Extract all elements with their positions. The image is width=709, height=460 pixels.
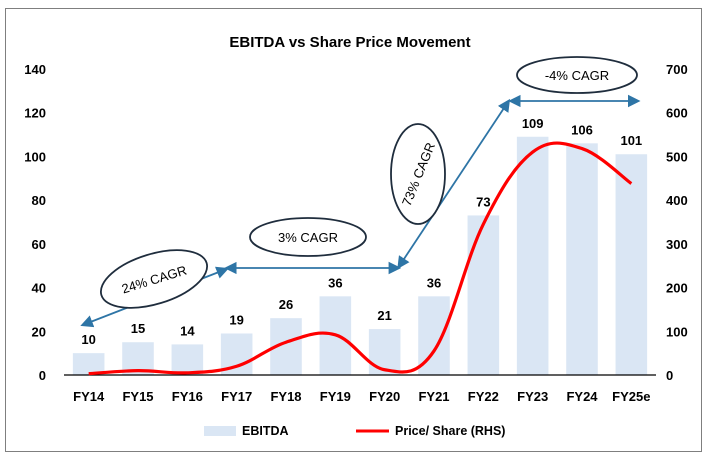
x-tick-label: FY19 <box>320 389 351 404</box>
cagr-arrow <box>397 98 511 270</box>
data-label-fy15: 15 <box>131 321 145 336</box>
legend-label-price: Price/ Share (RHS) <box>395 424 505 438</box>
data-label-fy21: 36 <box>427 275 441 290</box>
y-left-tick-label: 0 <box>39 368 46 383</box>
chart-frame: EBITDA vs Share Price Movement 0 20 40 60 80… <box>5 8 702 452</box>
cagr-bubble <box>249 217 367 257</box>
y-right-tick-label: 200 <box>666 281 688 296</box>
bar-fy14 <box>72 353 105 375</box>
axes: 0 20 40 60 80 100 120 140 0 100 200 300 400 500 600 700… <box>24 62 687 404</box>
y-left-tick-label: 80 <box>32 193 46 208</box>
y-right-tick-label: 0 <box>666 368 673 383</box>
x-tick-label: FY17 <box>221 389 252 404</box>
data-label-fy18: 26 <box>279 297 293 312</box>
price-line <box>88 141 633 376</box>
y-left-tick-label: 60 <box>32 237 46 252</box>
x-tick-label: FY16 <box>172 389 203 404</box>
x-tick-label: FY21 <box>418 389 449 404</box>
y-left-tick-label: 40 <box>32 281 46 296</box>
y-right-tick-label: 700 <box>666 62 688 77</box>
data-label-fy17: 19 <box>229 312 243 327</box>
line-series-price <box>88 141 633 376</box>
bar-fy25e <box>615 154 648 375</box>
y-right-tick-label: 400 <box>666 193 688 208</box>
y-right-tick-label: 500 <box>666 149 688 164</box>
y-right-tick-label: 300 <box>666 237 688 252</box>
bar-fy23 <box>516 136 549 375</box>
y-right-tick-label: 100 <box>666 324 688 339</box>
data-label-fy14: 10 <box>81 332 95 347</box>
data-label-fy22: 73 <box>476 194 490 209</box>
y-left-tick-label: 100 <box>24 149 46 164</box>
legend-swatch-ebitda <box>204 426 236 436</box>
x-tick-label: FY25e <box>612 389 650 404</box>
chart-title: EBITDA vs Share Price Movement <box>229 34 470 51</box>
legend-label-ebitda: EBITDA <box>242 424 289 438</box>
chart-canvas: EBITDA vs Share Price Movement 0 20 40 60 80… <box>24 34 687 438</box>
bar-fy22 <box>467 215 500 375</box>
x-tick-label: FY22 <box>468 389 499 404</box>
data-label-fy20: 21 <box>377 308 391 323</box>
data-label-fy23: 109 <box>522 116 544 131</box>
data-label-fy25e: 101 <box>620 133 642 148</box>
cagr-bubble <box>516 56 638 94</box>
data-label-fy24: 106 <box>571 122 593 137</box>
x-tick-label: FY14 <box>73 389 105 404</box>
data-label-fy16: 14 <box>180 323 195 338</box>
bar-fy24 <box>566 143 598 375</box>
cagr-label: 3% CAGR <box>278 230 338 245</box>
bar-fy16 <box>171 344 204 375</box>
cagr-bubble <box>99 249 209 309</box>
data-label-fy19: 36 <box>328 275 342 290</box>
cagr-bubble <box>390 123 446 225</box>
y-right-tick-label: 600 <box>666 106 688 121</box>
x-tick-label: FY24 <box>566 389 598 404</box>
x-tick-label: FY18 <box>270 389 301 404</box>
x-tick-label: FY20 <box>369 389 400 404</box>
y-left-tick-label: 140 <box>24 62 46 77</box>
x-tick-label: FY23 <box>517 389 548 404</box>
y-left-tick-label: 20 <box>32 324 46 339</box>
bar-fy20 <box>368 329 401 375</box>
legend: EBITDA Price/ Share (RHS) <box>204 424 505 438</box>
cagr-label: -4% CAGR <box>545 68 609 83</box>
x-tick-label: FY15 <box>122 389 153 404</box>
y-left-tick-label: 120 <box>24 106 46 121</box>
